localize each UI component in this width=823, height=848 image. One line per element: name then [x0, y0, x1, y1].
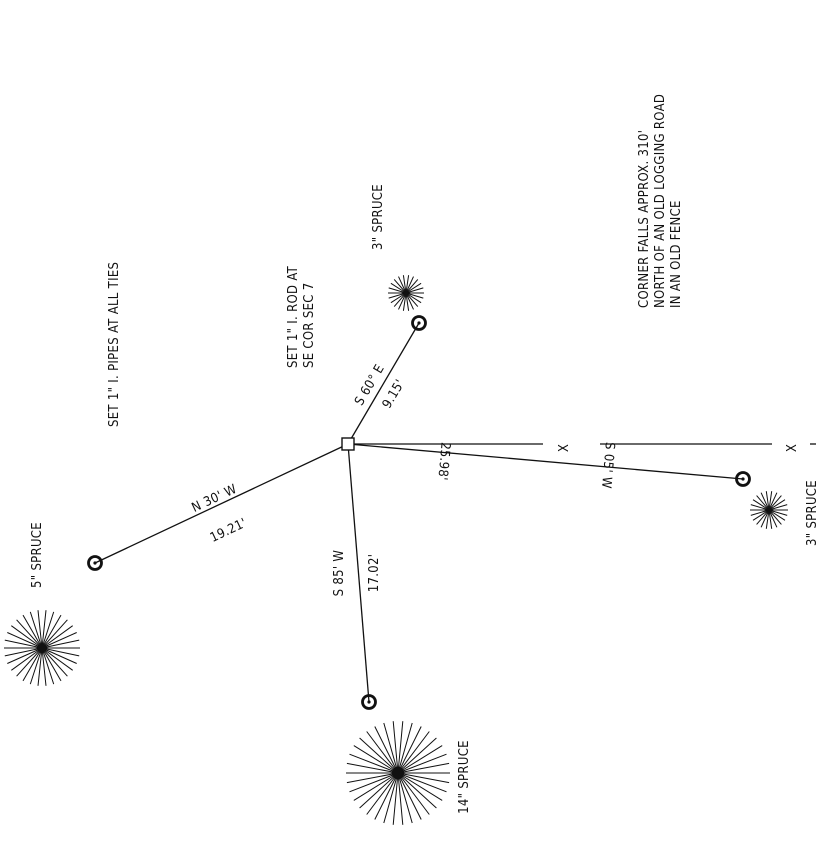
tree-nw-label: 5" SPRUCE: [30, 522, 45, 588]
note-rod-line2: SE COR SEC 7: [302, 283, 317, 368]
pipe-icon: [87, 555, 103, 571]
tie-nw-distance: 19.21': [208, 516, 249, 546]
tie-line-se: [347, 322, 420, 445]
fence-marker-1: X: [557, 444, 572, 452]
tree-sw-label: 14" SPRUCE: [457, 740, 472, 814]
tie-line-sw: [347, 443, 370, 703]
tie-sw-distance: 17.02': [367, 554, 382, 592]
note-rod-line1: SET 1" I. ROD AT: [286, 265, 301, 368]
tie-line-ne: [347, 443, 744, 480]
note-corner-line2: NORTH OF AN OLD LOGGING ROAD: [653, 94, 668, 308]
tie-ne-bearing: S 05' W: [598, 441, 617, 489]
note-pipes: SET 1" I. PIPES AT ALL TIES: [107, 262, 122, 427]
fence-marker-2: X: [785, 444, 800, 452]
spruce-tree-icon: [750, 491, 788, 529]
note-corner-line1: CORNER FALLS APPROX. 310': [637, 130, 652, 308]
spruce-tree-icon: [346, 721, 450, 825]
pipe-icon: [361, 694, 377, 710]
tie-ne-distance: 25.98': [434, 441, 452, 481]
tie-sw-bearing: S 85' W: [332, 550, 347, 597]
pipe-icon: [411, 315, 427, 331]
note-corner-line3: IN AN OLD FENCE: [669, 200, 684, 308]
spruce-tree-icon: [388, 275, 424, 311]
tie-nw-bearing: N 30' W: [190, 482, 240, 516]
tie-line-nw: [94, 443, 349, 564]
tree-ne-label: 3" SPRUCE: [805, 480, 820, 546]
pipe-icon: [735, 471, 751, 487]
spruce-tree-icon: [4, 610, 80, 686]
tree-se-label: 3" SPRUCE: [371, 184, 386, 250]
corner-monument-square: [341, 437, 355, 451]
